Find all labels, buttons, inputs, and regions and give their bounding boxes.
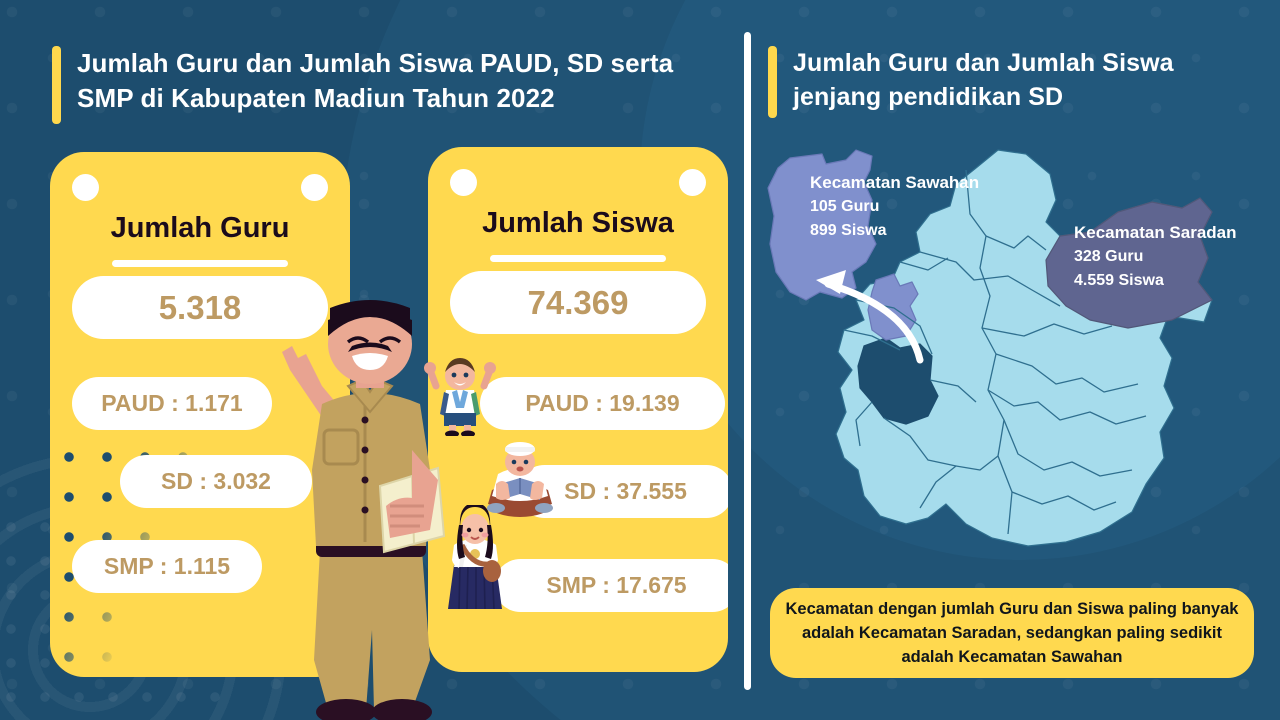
- map-caption-text: Kecamatan dengan jumlah Guru dan Siswa p…: [785, 600, 1239, 666]
- card-punch-hole-right: [679, 169, 706, 196]
- map-label-sawahan: Kecamatan Sawahan 105 Guru 899 Siswa: [810, 171, 979, 243]
- map-label-saradan-name: Kecamatan Saradan: [1074, 223, 1237, 242]
- map-caption-box: Kecamatan dengan jumlah Guru dan Siswa p…: [770, 588, 1254, 678]
- page-title-left-text: Jumlah Guru dan Jumlah Siswa PAUD, SD se…: [77, 48, 674, 113]
- sawahan-pointer-arrow: [816, 270, 924, 364]
- student-boy-cheering-illustration: [424, 358, 496, 436]
- map-label-sawahan-students: 899 Siswa: [810, 222, 887, 239]
- stat-pill-siswa-smp: SMP : 17.675: [494, 559, 728, 612]
- stat-pill-guru-paud: PAUD : 1.171: [72, 377, 272, 430]
- stat-pill-siswa-paud: PAUD : 19.139: [480, 377, 725, 430]
- stat-pill-guru-smp: SMP : 1.115: [72, 540, 262, 593]
- card-punch-hole-left: [450, 169, 477, 196]
- page-title-right-text: Jumlah Guru dan Jumlah Siswa jenjang pen…: [793, 49, 1174, 111]
- page-title-left: Jumlah Guru dan Jumlah Siswa PAUD, SD se…: [52, 46, 712, 124]
- card-jumlah-guru: Jumlah Guru 5.318 PAUD : 1.171 SD : 3.03…: [50, 152, 350, 677]
- map-label-saradan-students: 4.559 Siswa: [1074, 272, 1164, 289]
- page-title-right: Jumlah Guru dan Jumlah Siswa jenjang pen…: [768, 46, 1238, 118]
- card-title-underline: [490, 255, 666, 262]
- card-title-guru: Jumlah Guru: [110, 212, 290, 244]
- map-label-sawahan-teachers: 105 Guru: [810, 198, 880, 215]
- map-svg: [767, 149, 1213, 547]
- map-region-saradan: [1045, 197, 1213, 329]
- title-accent-bar-left: [52, 46, 61, 124]
- student-boy-reading-illustration: [487, 442, 553, 517]
- map-region-sawahan-main: [867, 273, 919, 341]
- card-punch-hole-left: [72, 174, 99, 201]
- student-girl-illustration: [448, 505, 502, 610]
- stat-pill-guru-sd: SD : 3.032: [120, 455, 312, 508]
- card-punch-hole-right: [301, 174, 328, 201]
- card-total-siswa: 74.369: [450, 271, 706, 334]
- map-label-saradan-teachers: 328 Guru: [1074, 248, 1144, 265]
- card-title-siswa: Jumlah Siswa: [482, 207, 674, 239]
- map-label-saradan: Kecamatan Saradan 328 Guru 4.559 Siswa: [1074, 221, 1237, 293]
- teacher-illustration: [282, 300, 446, 720]
- map-label-sawahan-name: Kecamatan Sawahan: [810, 173, 980, 192]
- vertical-divider: [744, 32, 751, 690]
- title-accent-bar-right: [768, 46, 777, 118]
- map-region-sawahan-inset: [767, 149, 877, 301]
- map-kabupaten-madiun[interactable]: [760, 140, 1272, 580]
- card-total-guru: 5.318: [72, 276, 328, 339]
- card-jumlah-siswa: Jumlah Siswa 74.369 PAUD : 19.139 SD : 3…: [428, 147, 728, 672]
- card-title-underline: [112, 260, 288, 267]
- stat-pill-siswa-sd: SD : 37.555: [518, 465, 728, 518]
